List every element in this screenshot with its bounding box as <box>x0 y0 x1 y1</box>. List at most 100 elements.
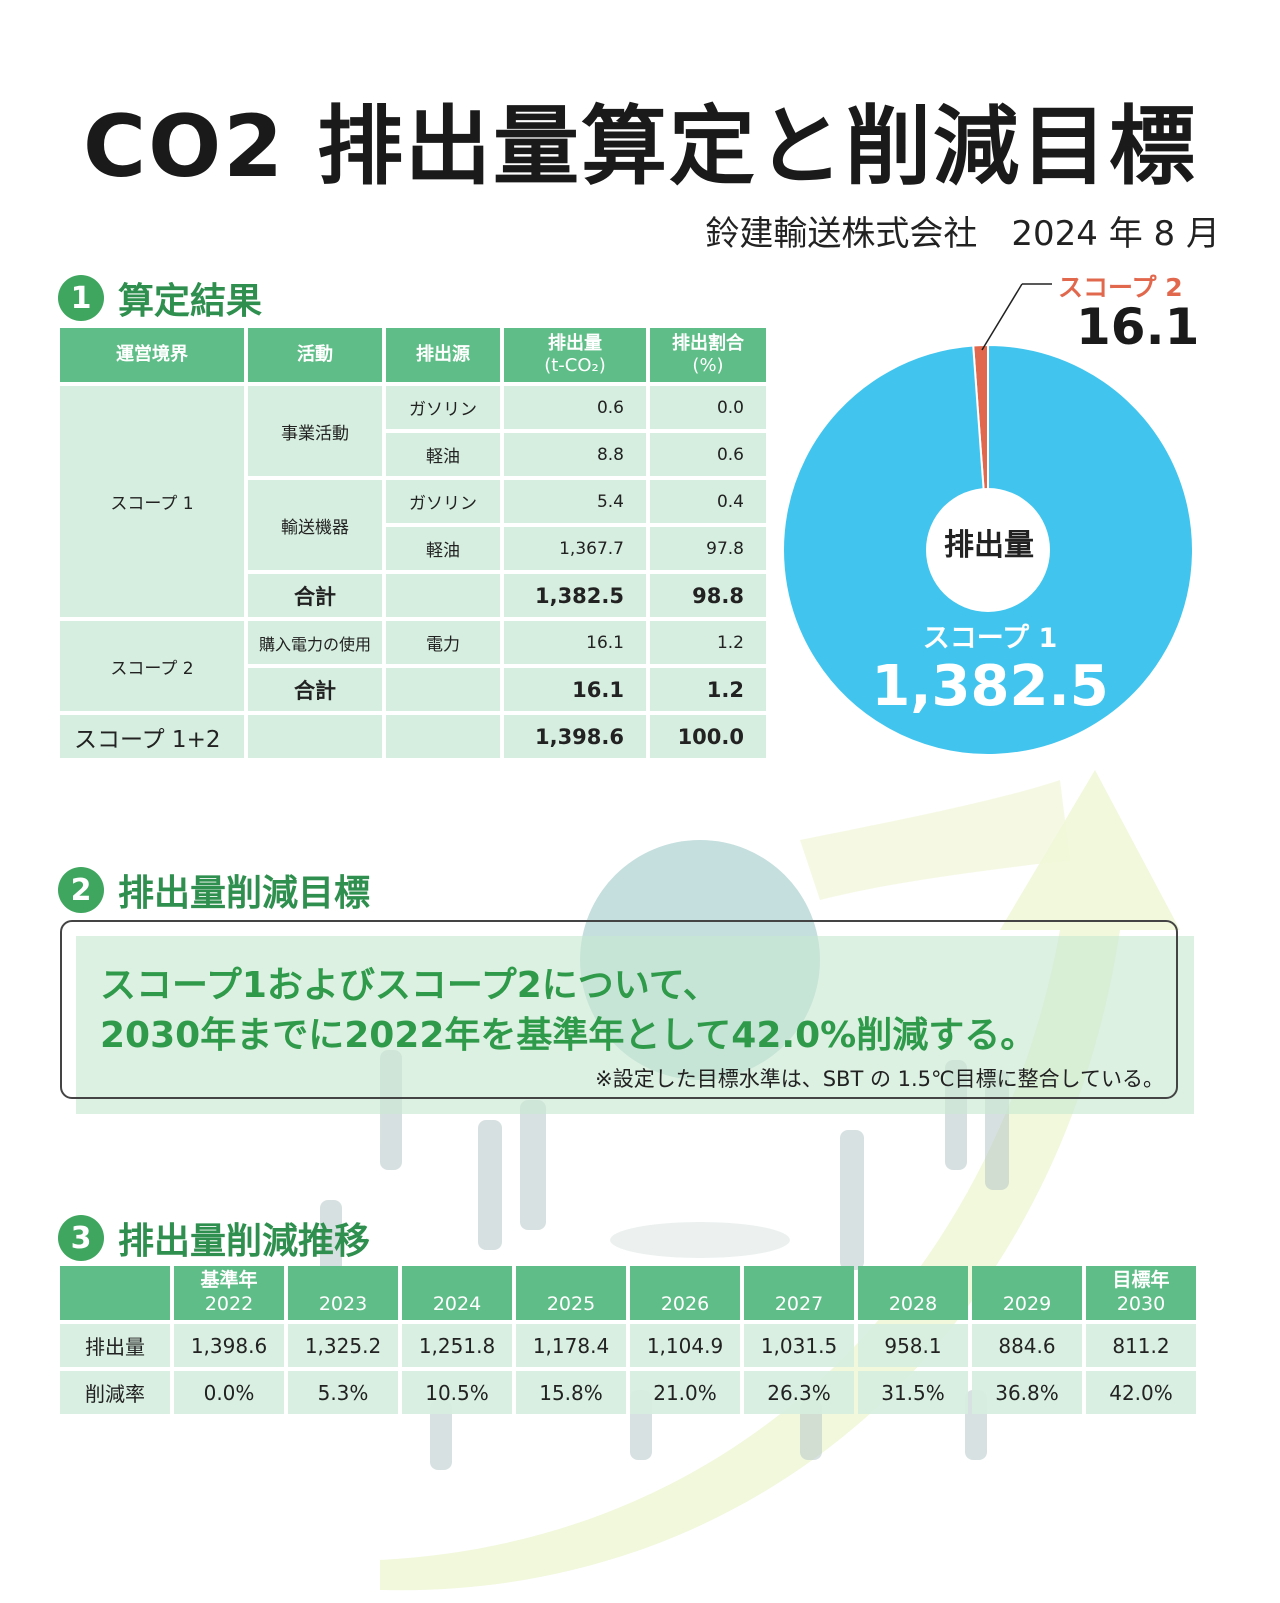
section-2-number: 2 <box>58 867 104 913</box>
table-row: 輸送機器 ガソリン 5.4 0.4 <box>60 480 766 570</box>
emission-cell: 1,367.7 <box>504 527 646 570</box>
year-header: 2027 <box>744 1266 854 1320</box>
emission-cell: 811.2 <box>1086 1324 1196 1367</box>
year-header: 2025 <box>516 1266 626 1320</box>
goal-year-label: 目標年 <box>1112 1269 1170 1292</box>
year-label: 2023 <box>318 1293 368 1315</box>
rate-cell: 36.8% <box>972 1371 1082 1414</box>
year-header: 基準年 2022 <box>174 1266 284 1320</box>
section-3-title: 排出量削減推移 <box>118 1221 371 1262</box>
header-ratio: 排出割合 (%) <box>650 328 766 382</box>
ratio-cell: 97.8 <box>650 527 766 570</box>
section-2-header: 2 排出量削減目標 <box>58 864 370 916</box>
scope1-total-ratio: 98.8 <box>650 574 766 617</box>
pie-scope1-label: スコープ 1 <box>922 623 1058 654</box>
year-label: 2030 <box>1116 1293 1166 1315</box>
company-date: 鈴建輸送株式会社 2024 年 8 月 <box>705 214 1220 254</box>
year-header: 2024 <box>402 1266 512 1320</box>
header-emission: 排出量 (t-CO₂) <box>504 328 646 382</box>
rate-cell: 42.0% <box>1086 1371 1196 1414</box>
scope1-total-emission: 1,382.5 <box>504 574 646 617</box>
ratio-cell: 0.0 <box>650 386 766 429</box>
source-cell: 電力 <box>386 621 500 664</box>
header-source: 排出源 <box>386 328 500 382</box>
pie-scope2-label: スコープ 2 <box>1058 273 1183 302</box>
pie-center-label: 排出量 <box>944 528 1034 563</box>
year-label: 2025 <box>546 1293 596 1315</box>
year-header: 2023 <box>288 1266 398 1320</box>
table-row: 軽油 1,367.7 97.8 <box>60 527 766 570</box>
header-ratio-unit: (%) <box>692 355 724 376</box>
rate-cell: 0.0% <box>174 1371 284 1414</box>
header-emission-unit: (t-CO₂) <box>544 355 606 376</box>
year-header: 2026 <box>630 1266 740 1320</box>
source-cell: ガソリン <box>386 480 500 523</box>
pie-scope2-value: 16.1 <box>1076 298 1200 356</box>
trend-rate-row: 削減率 0.0% 5.3% 10.5% 15.8% 21.0% 26.3% 31… <box>60 1371 1196 1414</box>
section-1-title: 算定結果 <box>118 281 263 322</box>
pie-scope1-value: 1,382.5 <box>871 654 1109 719</box>
rate-cell: 10.5% <box>402 1371 512 1414</box>
header-activity: 活動 <box>248 328 382 382</box>
source-cell: 軽油 <box>386 527 500 570</box>
row-label-rate: 削減率 <box>60 1371 170 1414</box>
year-header: 目標年 2030 <box>1086 1266 1196 1320</box>
emission-cell: 1,251.8 <box>402 1324 512 1367</box>
section-2-title: 排出量削減目標 <box>118 873 371 914</box>
growth-arrow-illustration <box>380 770 1180 1591</box>
emission-cell: 884.6 <box>972 1324 1082 1367</box>
source-cell: ガソリン <box>386 386 500 429</box>
trend-header-row: 基準年 2022 2023 2024 2025 2026 2027 2028 2… <box>60 1266 1196 1320</box>
table-row: スコープ 2 購入電力の使用 電力 16.1 1.2 <box>60 621 766 711</box>
trend-corner-header <box>60 1266 170 1320</box>
grand-total-label: スコープ 1+2 <box>60 715 244 758</box>
grand-total-ratio: 100.0 <box>650 715 766 758</box>
header-boundary: 運営境界 <box>60 328 244 382</box>
trend-emission-row: 排出量 1,398.6 1,325.2 1,251.8 1,178.4 1,10… <box>60 1324 1196 1367</box>
growth-arrow-band <box>800 780 1070 900</box>
emission-cell: 1,178.4 <box>516 1324 626 1367</box>
emission-cell: 1,031.5 <box>744 1324 854 1367</box>
rate-cell: 21.0% <box>630 1371 740 1414</box>
scope2-total-label: 合計 <box>248 668 382 711</box>
activity-business: 事業活動 <box>248 386 382 476</box>
emission-cell: 0.6 <box>504 386 646 429</box>
empty-cell <box>386 715 500 758</box>
year-label: 2022 <box>204 1293 254 1315</box>
emission-cell: 1,104.9 <box>630 1324 740 1367</box>
year-label: 2029 <box>1002 1293 1052 1315</box>
year-label: 2028 <box>888 1293 938 1315</box>
scope2-label: スコープ 2 <box>60 621 244 711</box>
emission-cell: 16.1 <box>504 621 646 664</box>
emission-cell: 5.4 <box>504 480 646 523</box>
year-label: 2024 <box>432 1293 482 1315</box>
ratio-cell: 0.4 <box>650 480 766 523</box>
rate-cell: 26.3% <box>744 1371 854 1414</box>
scope2-leader-line <box>981 283 1023 351</box>
target-note: ※設定した目標水準は、SBT の 1.5℃目標に整合している。 <box>595 1067 1164 1091</box>
ratio-cell: 1.2 <box>650 621 766 664</box>
source-cell: 軽油 <box>386 433 500 476</box>
trend-table: 基準年 2022 2023 2024 2025 2026 2027 2028 2… <box>56 1262 1200 1418</box>
rate-cell: 31.5% <box>858 1371 968 1414</box>
scope1-total-label: 合計 <box>248 574 382 617</box>
target-line-2: 2030年までに2022年を基準年として42.0%削減する。 <box>100 1015 1037 1056</box>
activity-transport: 輸送機器 <box>248 480 382 570</box>
section-3-number: 3 <box>58 1215 104 1261</box>
rate-cell: 5.3% <box>288 1371 398 1414</box>
grand-total-emission: 1,398.6 <box>504 715 646 758</box>
pie-chart <box>782 343 1194 756</box>
emission-cell: 1,325.2 <box>288 1324 398 1367</box>
section-1-header: 1 算定結果 <box>58 272 262 324</box>
year-label: 2026 <box>660 1293 710 1315</box>
rate-cell: 15.8% <box>516 1371 626 1414</box>
year-header: 2028 <box>858 1266 968 1320</box>
scope2-total-ratio: 1.2 <box>650 668 766 711</box>
globe-shadow <box>610 1222 790 1258</box>
table-row: スコープ 1 事業活動 ガソリン 0.6 0.0 <box>60 386 766 617</box>
ratio-cell: 0.6 <box>650 433 766 476</box>
scope2-total-emission: 16.1 <box>504 668 646 711</box>
activity-electricity: 購入電力の使用 <box>248 621 382 664</box>
table-row: 合計 1,382.5 98.8 <box>60 574 766 617</box>
scope1-label: スコープ 1 <box>60 386 244 617</box>
